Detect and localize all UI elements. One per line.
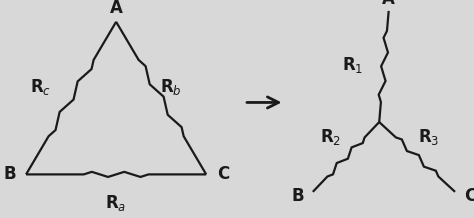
Text: R$_a$: R$_a$	[105, 193, 127, 213]
Text: B: B	[292, 187, 304, 205]
Text: R$_1$: R$_1$	[341, 55, 363, 75]
Text: A: A	[382, 0, 395, 8]
Text: R$_3$: R$_3$	[418, 127, 440, 147]
Text: R$_2$: R$_2$	[320, 127, 341, 147]
Text: R$_b$: R$_b$	[160, 77, 182, 97]
Text: C: C	[217, 165, 229, 183]
Text: C: C	[464, 187, 474, 205]
Text: A: A	[109, 0, 123, 17]
Text: R$_c$: R$_c$	[30, 77, 51, 97]
Text: B: B	[3, 165, 16, 183]
